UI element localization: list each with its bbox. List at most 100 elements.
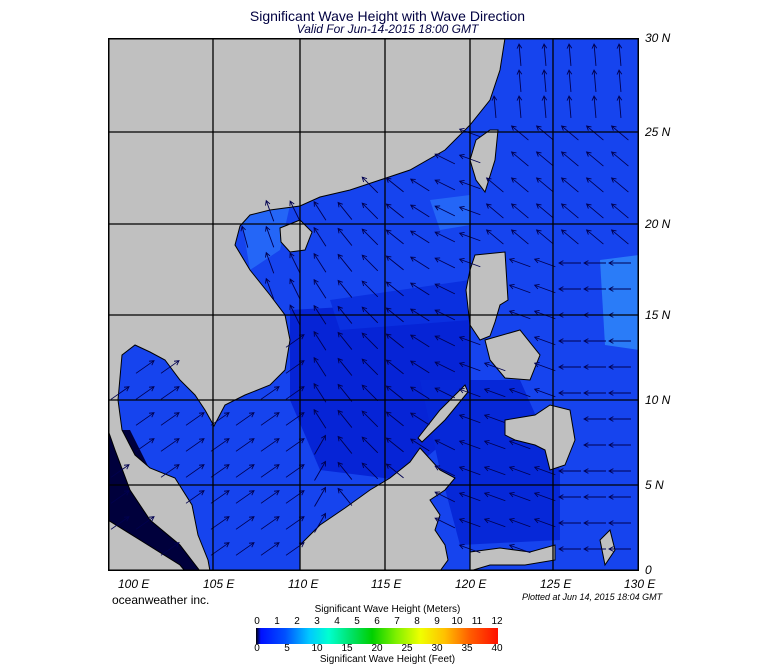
wave-direction-arrow <box>260 516 280 530</box>
wave-direction-arrow <box>535 203 554 219</box>
wave-direction-arrow <box>313 356 327 377</box>
wave-direction-arrow <box>483 440 506 450</box>
credit-text: oceanweather inc. <box>112 593 210 607</box>
lat-label: 20 N <box>645 217 671 231</box>
wave-direction-arrow <box>434 283 456 295</box>
wave-direction-arrow <box>361 332 379 350</box>
colorbar-title-meters: Significant Wave Height (Meters) <box>314 604 461 615</box>
lat-label: 5 N <box>645 478 664 492</box>
wave-direction-arrow <box>541 69 548 92</box>
wave-direction-arrow <box>210 438 230 452</box>
wave-direction-arrow <box>260 412 280 426</box>
wave-direction-arrow <box>235 542 255 556</box>
wave-direction-arrow <box>385 229 404 245</box>
wave-direction-arrow <box>485 203 504 219</box>
wave-direction-arrow <box>516 43 523 66</box>
wave-direction-arrow <box>409 438 430 452</box>
wave-direction-arrow <box>361 462 379 480</box>
wave-direction-arrow <box>337 279 353 298</box>
colorbar-tick-feet: 5 <box>284 643 290 654</box>
wave-direction-arrow <box>583 520 606 526</box>
wave-direction-arrow <box>385 463 404 479</box>
lat-label: 15 N <box>645 308 671 322</box>
colorbar-tick-feet: 30 <box>431 643 443 654</box>
wave-direction-arrow <box>313 252 327 273</box>
wave-direction-arrow <box>508 518 531 528</box>
wave-direction-arrow <box>185 412 205 426</box>
wave-direction-arrow <box>289 200 301 222</box>
wave-direction-arrow <box>210 412 230 426</box>
wave-direction-arrow <box>265 225 275 248</box>
wave-direction-arrow <box>160 412 180 426</box>
wave-direction-arrow <box>608 416 631 422</box>
wave-direction-arrow <box>483 492 506 502</box>
wave-direction-arrow <box>566 69 573 92</box>
wave-direction-arrow <box>337 331 353 350</box>
wave-direction-arrow <box>558 260 581 266</box>
wave-direction-arrow <box>409 334 430 348</box>
wave-direction-arrow <box>409 360 430 374</box>
colorbar-tick-feet: 0 <box>254 643 260 654</box>
wave-direction-arrow <box>583 494 606 500</box>
wave-direction-arrow <box>510 203 529 219</box>
colorbar-title-feet: Significant Wave Height (Feet) <box>319 654 456 665</box>
wave-direction-arrow <box>535 229 554 245</box>
wave-direction-arrow <box>135 516 155 530</box>
colorbar-tick-meters: 12 <box>491 616 503 627</box>
wave-direction-arrow <box>560 151 579 167</box>
wave-direction-arrow <box>385 177 404 193</box>
wave-direction-arrow <box>434 517 456 529</box>
colorbar-tick-meters: 4 <box>334 616 340 627</box>
wave-direction-arrow <box>558 390 581 396</box>
wave-direction-arrow <box>135 412 155 426</box>
wave-height-map <box>108 38 639 571</box>
wave-direction-arrow <box>235 516 255 530</box>
wave-direction-arrow <box>135 386 155 400</box>
wave-direction-arrow <box>361 228 379 246</box>
colorbar-tick-feet: 10 <box>311 643 323 654</box>
wave-direction-arrow <box>361 254 379 272</box>
wave-direction-arrow <box>610 229 629 245</box>
wave-direction-arrow <box>510 177 529 193</box>
wave-direction-arrow <box>583 416 606 422</box>
wave-direction-arrow <box>235 490 255 504</box>
wave-direction-arrow <box>483 466 506 476</box>
wave-direction-arrow <box>285 360 305 374</box>
wave-direction-arrow <box>285 412 305 426</box>
wave-direction-arrow <box>285 464 305 478</box>
wave-direction-arrow <box>210 464 230 478</box>
wave-direction-arrow <box>566 95 573 118</box>
lon-label: 120 E <box>455 577 487 591</box>
wave-direction-arrow <box>285 386 305 400</box>
map-title: Significant Wave Height with Wave Direct… <box>249 8 526 24</box>
wave-direction-arrow <box>508 492 531 502</box>
wave-direction-arrow <box>535 125 554 141</box>
wave-direction-arrow <box>160 438 180 452</box>
wave-direction-arrow <box>337 357 353 376</box>
wave-direction-arrow <box>508 258 531 268</box>
wave-direction-arrow <box>385 359 404 375</box>
colorbar-tick-meters: 5 <box>354 616 360 627</box>
wave-direction-arrow <box>337 409 353 428</box>
wave-direction-arrow <box>608 390 631 396</box>
wave-direction-arrow <box>434 335 456 347</box>
lat-lon-grid <box>108 38 639 571</box>
wave-direction-arrow <box>434 231 456 243</box>
wave-direction-arrow <box>160 464 180 478</box>
wave-direction-arrow <box>610 125 629 141</box>
landmass <box>108 38 616 571</box>
wave-direction-arrow <box>583 260 606 266</box>
colorbar-tick-meters: 11 <box>471 616 483 627</box>
wave-direction-arrow <box>285 438 305 452</box>
wave-direction-arrow <box>314 434 326 455</box>
wave-direction-arrow <box>285 334 305 348</box>
wave-direction-arrow <box>409 204 430 218</box>
wave-direction-arrow <box>483 518 506 528</box>
wave-direction-arrow <box>110 490 130 504</box>
wave-direction-arrow <box>533 258 556 268</box>
wave-direction-arrow <box>558 546 581 552</box>
wave-direction-arrow <box>110 464 130 478</box>
wave-direction-arrow <box>508 388 531 398</box>
wave-direction-arrow <box>185 464 205 478</box>
wave-direction-arrow <box>235 464 255 478</box>
